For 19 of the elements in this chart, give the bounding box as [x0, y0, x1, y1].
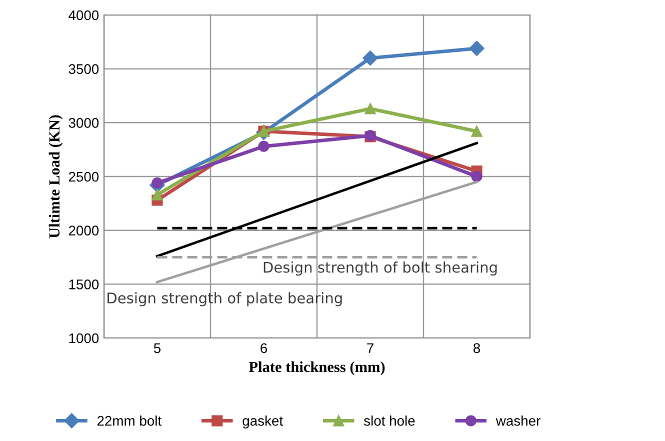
- y-axis-title: Ultimte Load (KN): [48, 115, 63, 238]
- legend-label: slot hole: [364, 416, 415, 426]
- legend-label: gasket: [242, 416, 283, 428]
- y-tick-label: 3000: [68, 118, 99, 128]
- y-tick-label: 1500: [69, 280, 99, 290]
- x-tick-label: 5: [154, 343, 161, 354]
- x-tick-label: 7: [367, 343, 374, 353]
- x-tick-label: 8: [473, 343, 480, 354]
- annotation: Design strength of plate bearing: [108, 292, 342, 306]
- y-tick-label: 2000: [68, 226, 99, 236]
- x-tick-label: 6: [260, 343, 267, 354]
- y-tick-label: 2500: [68, 172, 99, 182]
- legend-label: washer: [496, 416, 540, 426]
- y-tick-label: 1000: [69, 333, 99, 344]
- annotation: Design strength of bolt shearing: [264, 262, 497, 276]
- y-tick-label: 4000: [68, 10, 99, 20]
- x-axis-title: Plate thickness (mm): [248, 361, 385, 376]
- legend-label: 22mm bolt: [97, 416, 162, 426]
- y-tick-label: 3500: [68, 64, 99, 74]
